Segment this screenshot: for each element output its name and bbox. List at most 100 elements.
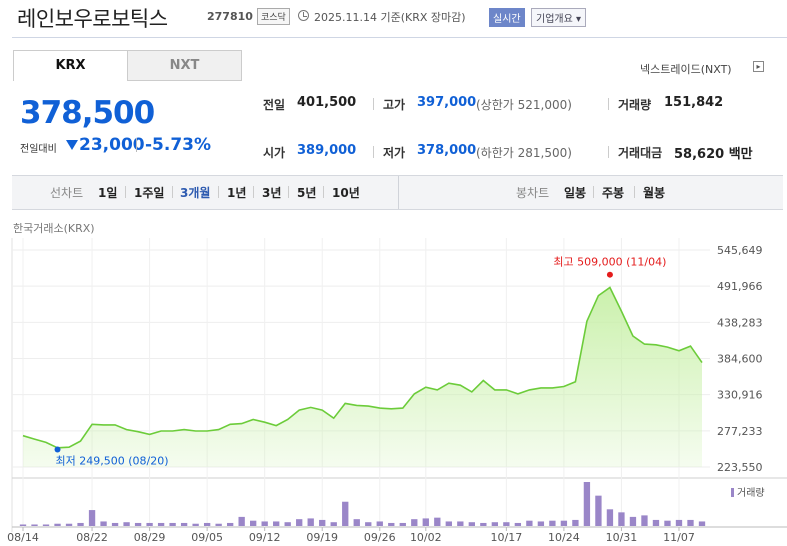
volume-bar (100, 521, 107, 526)
volume-bar (698, 521, 706, 526)
period-toolbar (12, 175, 783, 210)
period-1d[interactable]: 1일 (98, 186, 118, 200)
candle-weekly[interactable]: 주봉 (602, 186, 625, 200)
volume-bar (250, 520, 257, 526)
volume-bar (468, 522, 475, 526)
period-3y[interactable]: 3년 (262, 186, 282, 200)
x-tick-label: 10/17 (491, 531, 523, 544)
base-date: 2025.11.14 기준(KRX 장마감) (314, 11, 466, 24)
high-marker (606, 271, 613, 278)
volume-bar (19, 524, 27, 526)
volume-bar (342, 501, 349, 526)
period-5y[interactable]: 5년 (297, 186, 317, 200)
divider (634, 186, 635, 198)
volume-bar (123, 522, 130, 526)
volume-legend: 거래량 (737, 487, 765, 499)
x-tick-label: 10/31 (606, 531, 638, 544)
y-tick-label: 438,283 (717, 316, 763, 329)
y-tick-label: 277,233 (717, 425, 763, 438)
x-tick-label: 08/22 (76, 531, 108, 544)
divider (608, 146, 609, 158)
lower-limit: (하한가 281,500) (476, 146, 572, 160)
trade-amount-value: 58,620 백만 (674, 147, 753, 162)
x-tick-label: 08/29 (134, 531, 166, 544)
volume-bar (399, 522, 406, 526)
clock-icon (298, 10, 309, 21)
open-label: 시가 (263, 146, 286, 160)
volume-bar (537, 521, 545, 526)
volume-bar (675, 519, 683, 526)
volume-bar (157, 522, 165, 526)
volume-label: 거래량 (618, 98, 652, 112)
volume-bar (457, 521, 464, 526)
volume-bar (411, 519, 418, 526)
popup-icon[interactable]: ▸ (753, 61, 764, 72)
nextrade-link[interactable]: 넥스트레이드(NXT) (640, 63, 732, 76)
volume-bar (88, 510, 96, 526)
high-annotation: 최고 509,000 (11/04) (553, 256, 666, 269)
volume-bar (618, 512, 625, 526)
volume-bar (111, 522, 119, 526)
market-badge: 코스닥 (257, 8, 290, 25)
current-price: 378,500 (20, 95, 155, 131)
period-3m[interactable]: 3개월 (180, 186, 211, 200)
line-chart-label: 선차트 (50, 186, 84, 200)
change-value: 23,000 (79, 135, 145, 155)
candle-daily[interactable]: 일봉 (564, 186, 587, 200)
divider (218, 186, 219, 198)
period-1y[interactable]: 1년 (227, 186, 247, 200)
volume-bar (77, 522, 84, 526)
volume-value: 151,842 (664, 95, 724, 110)
volume-bar (226, 522, 234, 526)
divider (172, 186, 173, 198)
candle-chart-label: 봉차트 (516, 186, 550, 200)
volume-bar (560, 520, 568, 526)
exchange-label: 한국거래소(KRX) (13, 222, 95, 235)
volume-bar (203, 522, 211, 526)
volume-bar (549, 520, 556, 526)
x-tick-label: 09/05 (191, 531, 223, 544)
x-tick-label: 09/26 (364, 531, 396, 544)
volume-bar (641, 515, 648, 526)
volume-bar (503, 522, 510, 526)
y-tick-label: 491,966 (717, 280, 763, 293)
open-value: 389,000 (297, 143, 357, 158)
trade-amount-label: 거래대금 (618, 146, 663, 160)
y-tick-label: 384,600 (717, 353, 763, 366)
divider (136, 138, 137, 152)
down-arrow-icon (66, 140, 78, 150)
period-1w[interactable]: 1주일 (134, 186, 165, 200)
tab-nxt[interactable]: NXT (127, 50, 242, 81)
divider (12, 37, 787, 38)
volume-bar (629, 516, 637, 526)
price-area (23, 287, 702, 467)
low-value: 378,000 (417, 143, 477, 158)
volume-bar (169, 522, 176, 526)
x-tick-label: 10/24 (548, 531, 580, 544)
volume-bar (664, 520, 671, 526)
x-tick-label: 09/12 (249, 531, 281, 544)
volume-bar (652, 519, 660, 526)
realtime-button[interactable]: 실시간 (489, 8, 525, 27)
low-annotation: 최저 249,500 (08/20) (56, 455, 169, 468)
divider (608, 98, 609, 110)
volume-bar (192, 523, 199, 526)
low-label: 저가 (383, 146, 406, 160)
volume-bar (583, 482, 591, 526)
volume-bar (388, 522, 395, 526)
period-10y[interactable]: 10년 (332, 186, 360, 200)
y-tick-label: 545,649 (717, 244, 763, 257)
volume-bar (54, 523, 61, 526)
candle-monthly[interactable]: 월봉 (643, 186, 666, 200)
divider (593, 186, 594, 198)
volume-bar (491, 522, 499, 526)
volume-bar (273, 521, 280, 526)
volume-bar (330, 522, 337, 526)
stock-code: 277810 (207, 10, 253, 23)
change-label: 전일대비 (20, 144, 57, 155)
tab-krx[interactable]: KRX (13, 50, 128, 81)
x-tick-label: 10/02 (410, 531, 442, 544)
prev-close-value: 401,500 (297, 95, 357, 110)
company-overview-button[interactable]: 기업개요 ▾ (531, 8, 586, 27)
